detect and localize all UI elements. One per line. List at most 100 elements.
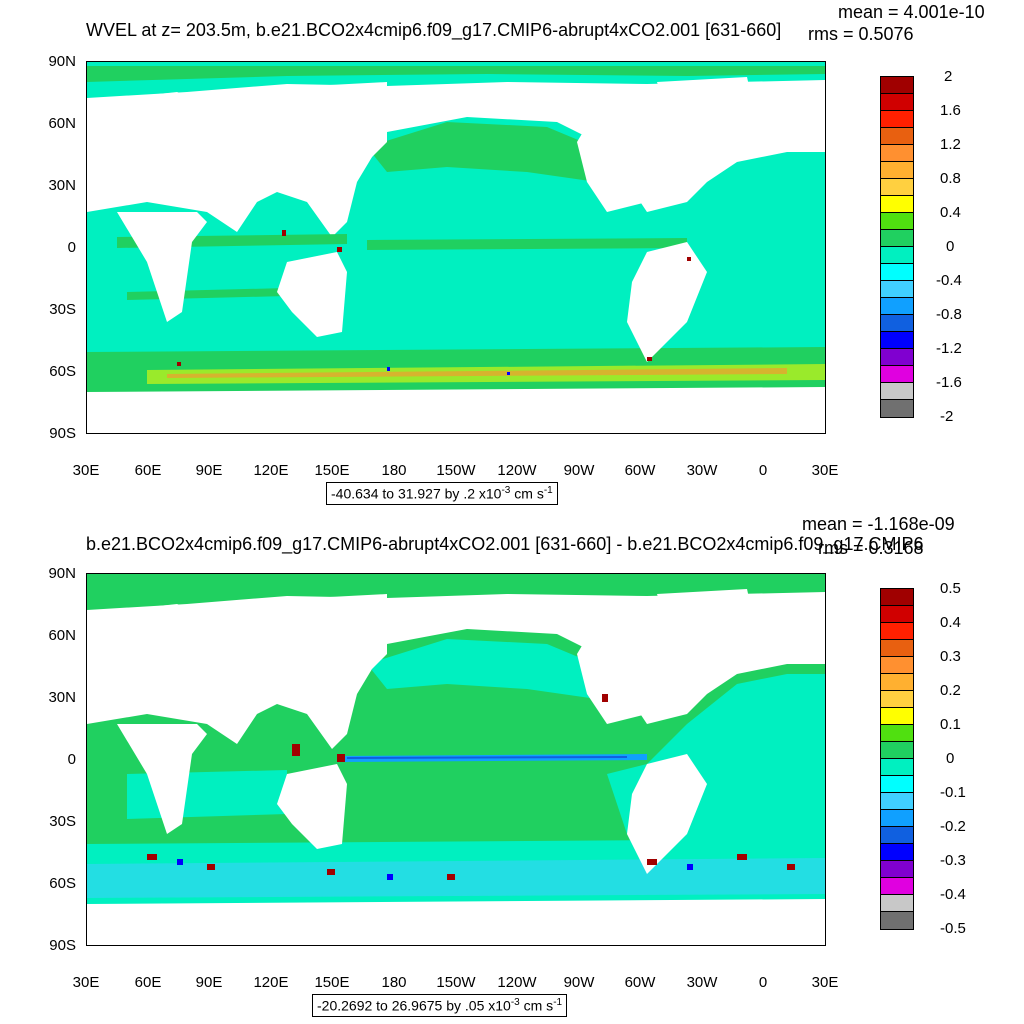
colorbar-label: -0.4 [940, 886, 966, 903]
colorbar-swatch [881, 691, 913, 708]
lon-label: 30W [686, 974, 718, 991]
range-exponent: -3 [510, 997, 520, 1008]
lat-label: 30S [49, 301, 76, 318]
colorbar-swatch [881, 861, 913, 878]
map-plot [86, 573, 826, 946]
colorbar-label: -1.6 [936, 374, 962, 391]
lat-label: 90N [48, 565, 76, 582]
colorbar-swatch [881, 708, 913, 725]
colorbar-swatch [881, 742, 913, 759]
range-text: -40.634 to 31.927 by .2 x10 [331, 485, 502, 502]
colorbar-swatch [881, 315, 913, 332]
colorbar-label: -0.4 [936, 272, 962, 289]
colorbar-swatch [881, 349, 913, 366]
colorbar-swatch [881, 606, 913, 623]
colorbar-swatch [881, 128, 913, 145]
colorbar-swatch [881, 895, 913, 912]
colorbar [880, 76, 914, 418]
colorbar-label: 0.2 [940, 682, 961, 699]
lat-label: 30N [48, 177, 76, 194]
colorbar-label: 0.4 [940, 204, 961, 221]
colorbar-label: 0 [946, 238, 955, 255]
range-unit: cm s [510, 485, 544, 502]
colorbar-label: 0.4 [940, 614, 961, 631]
colorbar-swatch [881, 383, 913, 400]
colorbar-swatch [881, 247, 913, 264]
lon-label: 30W [686, 462, 718, 479]
lat-label: 60N [48, 627, 76, 644]
lon-label: 150E [314, 462, 350, 479]
lon-label: 30E [72, 974, 100, 991]
map-field [87, 574, 825, 945]
lat-label: 90S [49, 425, 76, 442]
colorbar-swatch [881, 657, 913, 674]
colorbar-label: -0.1 [940, 784, 966, 801]
stat-mean: mean = 4.001e-10 [838, 2, 985, 22]
colorbar-label: -0.5 [940, 920, 966, 937]
lat-label: 30S [49, 813, 76, 830]
range-exponent: -3 [501, 485, 511, 496]
stat-rms: rms = 0.5076 [808, 24, 914, 44]
colorbar-label: 1.6 [940, 102, 961, 119]
colorbar-swatch [881, 623, 913, 640]
colorbar-swatch [881, 179, 913, 196]
colorbar-swatch [881, 793, 913, 810]
colorbar-label: 2 [944, 68, 953, 85]
colorbar-swatch [881, 213, 913, 230]
lon-label: 120W [497, 462, 537, 479]
colorbar-swatch [881, 162, 913, 179]
colorbar-swatch [881, 111, 913, 128]
colorbar-swatch [881, 332, 913, 349]
range-info-box: -40.634 to 31.927 by .2 x10-3 cm s-1 [326, 482, 558, 505]
stat-mean: mean = -1.168e-09 [802, 514, 955, 534]
panel-top: WVEL at z= 203.5m, b.e21.BCO2x4cmip6.f09… [48, 2, 985, 505]
lon-label: 30E [811, 462, 839, 479]
colorbar-swatch [881, 366, 913, 383]
plot-title: b.e21.BCO2x4cmip6.f09_g17.CMIP6-abrupt4x… [86, 534, 924, 554]
lon-label: 60W [624, 462, 656, 479]
colorbar-label: -2 [940, 408, 954, 425]
panel-bottom: b.e21.BCO2x4cmip6.f09_g17.CMIP6-abrupt4x… [0, 512, 1024, 1024]
lon-label: 150W [436, 462, 476, 479]
lat-label: 90N [48, 53, 76, 70]
lon-label: 180 [381, 974, 407, 991]
lon-label: 180 [381, 462, 407, 479]
lon-label: 0 [758, 974, 768, 991]
range-unit: cm s [519, 997, 554, 1014]
lat-label: 60S [49, 875, 76, 892]
colorbar-label: 1.2 [940, 136, 961, 153]
lon-label: 90E [195, 462, 223, 479]
stat-rms: rms = 0.3168 [818, 538, 924, 558]
colorbar-swatch [881, 298, 913, 315]
colorbar-label: -0.8 [936, 306, 962, 323]
lon-label: 120E [253, 462, 289, 479]
lon-label: 90E [195, 974, 223, 991]
colorbar-label: -0.2 [940, 818, 966, 835]
colorbar-swatch [881, 640, 913, 657]
colorbar-label: 0.1 [940, 716, 961, 733]
colorbar [880, 588, 914, 930]
colorbar-swatch [881, 674, 913, 691]
lat-label: 60N [48, 115, 76, 132]
lat-label: 0 [67, 751, 76, 768]
lon-label: 150E [314, 974, 350, 991]
lon-label: 120W [497, 974, 537, 991]
lat-label: 30N [48, 689, 76, 706]
lon-label: 120E [253, 974, 289, 991]
colorbar-label: 0 [946, 750, 955, 767]
colorbar-swatch [881, 759, 913, 776]
lat-label: 0 [67, 239, 76, 256]
colorbar-swatch [881, 844, 913, 861]
lon-label: 90W [563, 974, 595, 991]
colorbar-label: -1.2 [936, 340, 962, 357]
colorbar-swatch [881, 264, 913, 281]
lon-label: 60E [134, 974, 162, 991]
lon-label: 90W [563, 462, 595, 479]
colorbar-label: 0.3 [940, 648, 961, 665]
plot-title: WVEL at z= 203.5m, b.e21.BCO2x4cmip6.f09… [86, 20, 782, 40]
colorbar-swatch [881, 827, 913, 844]
colorbar-swatch [881, 77, 913, 94]
colorbar-swatch [881, 400, 913, 417]
colorbar-swatch [881, 589, 913, 606]
lon-label: 30E [811, 974, 839, 991]
